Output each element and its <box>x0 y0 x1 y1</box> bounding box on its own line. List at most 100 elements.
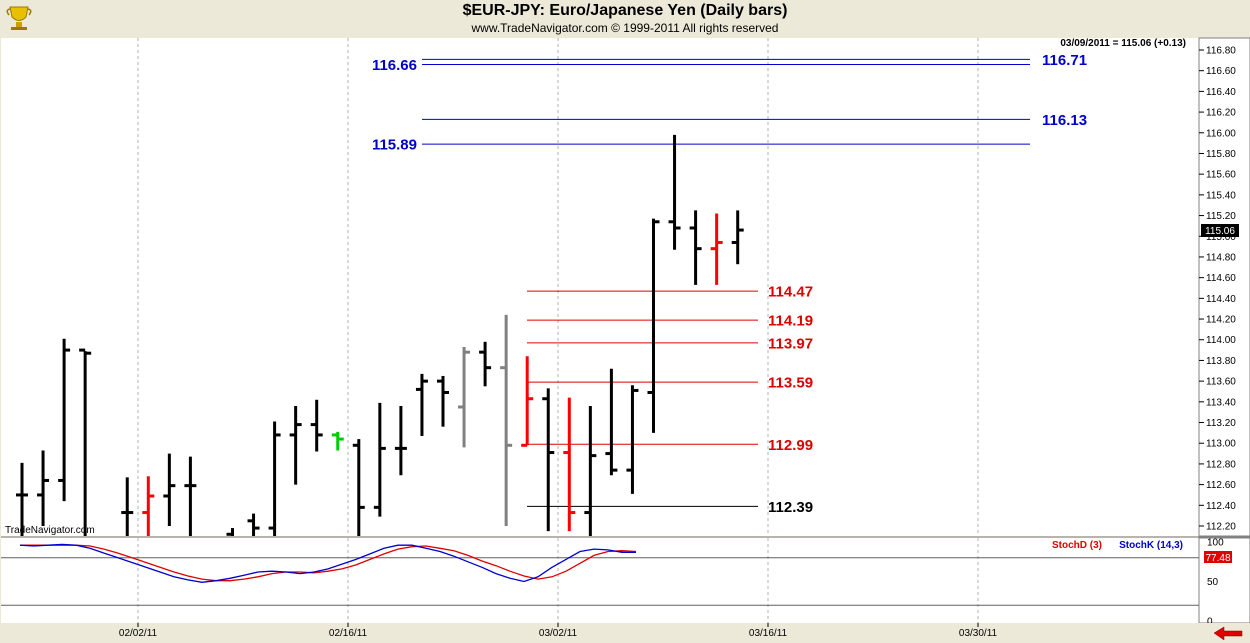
price-gridlines <box>137 38 979 536</box>
price-tick-label: 113.60 <box>1206 377 1236 388</box>
indicator-axis-ticks: 100 50 0 <box>1207 538 1224 628</box>
blue-level-label: 116.71 <box>1042 52 1087 69</box>
ohlc-bar <box>605 368 618 476</box>
ohlc-bar <box>58 338 71 502</box>
ohlc-bar <box>310 399 323 452</box>
blue-level-label: 116.13 <box>1042 112 1087 129</box>
price-tick-label: 112.80 <box>1206 459 1236 470</box>
ohlc-bar <box>142 476 155 536</box>
price-tick-label: 114.40 <box>1206 294 1236 305</box>
red-level-label: 112.99 <box>768 437 813 454</box>
price-tick-label: 116.20 <box>1206 108 1236 119</box>
ohlc-bar <box>521 356 534 447</box>
price-tick-label: 112.60 <box>1206 480 1236 491</box>
ohlc-bar <box>289 405 302 485</box>
stochd-legend: StochD (3) <box>1052 540 1102 551</box>
black-level-label: 112.39 <box>768 499 813 516</box>
price-tick-label: 116.40 <box>1206 87 1236 98</box>
price-tick-label: 114.80 <box>1206 252 1236 263</box>
price-tick-label: 116.60 <box>1206 66 1236 77</box>
ohlc-bar <box>16 462 28 536</box>
red-level-label: 113.97 <box>768 335 813 352</box>
price-tick-label: 113.20 <box>1206 418 1236 429</box>
stochk-line <box>19 543 636 583</box>
price-tick-label: 115.80 <box>1206 149 1236 160</box>
ohlc-bar <box>415 373 428 436</box>
ohlc-bar <box>268 421 281 536</box>
price-axis-ticks: 116.80 116.60 116.40 116.20 116.00 115.80 115.… <box>1199 46 1236 533</box>
ohlc-bar <box>37 450 50 526</box>
ohlc-bar <box>458 346 471 448</box>
ohlc-bar <box>373 402 386 517</box>
ohlc-bar <box>731 210 744 265</box>
ohlc-bar <box>563 397 576 532</box>
price-tick-label: 112.40 <box>1206 501 1236 512</box>
chart-title: $EUR-JPY: Euro/Japanese Yen (Daily bars) <box>462 2 788 19</box>
price-tick-label: 116.00 <box>1206 128 1236 139</box>
ohlc-bar <box>352 439 365 536</box>
blue-level-label: 116.66 <box>372 57 417 74</box>
ohlc-bar <box>500 314 513 526</box>
date-axis-strip <box>0 623 1250 643</box>
price-tick-label: 115.20 <box>1206 211 1236 222</box>
copyright-text: www.TradeNavigator.com © 1999-2011 All r… <box>471 21 779 35</box>
ohlc-bar <box>689 210 702 285</box>
trophy-logo-icon <box>6 6 32 30</box>
ohlc-bar <box>394 405 407 476</box>
price-tick-label: 113.40 <box>1206 397 1236 408</box>
stochk-legend: StochK (14,3) <box>1119 540 1183 551</box>
price-levels: 116.66 116.71 116.13 115.89 114.47 114.19 113.… <box>372 52 1087 516</box>
ohlc-bar <box>710 213 723 285</box>
ohlc-bar <box>668 134 681 250</box>
indicator-tick-label: 50 <box>1207 577 1219 588</box>
price-tick-label: 115.60 <box>1206 170 1236 181</box>
indicator-readout: 77.48 <box>1205 553 1230 564</box>
price-tick-label: 113.80 <box>1206 356 1236 367</box>
red-level-label: 114.19 <box>768 313 813 330</box>
date-tick-label: 02/16/11 <box>329 628 368 639</box>
ohlc-bar <box>584 405 597 536</box>
date-tick-label: 03/30/11 <box>959 628 998 639</box>
price-tick-label: 113.00 <box>1206 439 1236 450</box>
red-level-label: 113.59 <box>768 375 813 392</box>
ohlc-bar <box>163 453 176 526</box>
price-tick-label: 114.00 <box>1206 335 1236 346</box>
scroll-left-arrow-icon[interactable] <box>1213 626 1244 641</box>
date-tick-label: 03/16/11 <box>749 628 788 639</box>
indicator-panel <box>1 538 1199 623</box>
ohlc-bar <box>121 477 134 536</box>
ohlc-bar <box>247 513 260 536</box>
date-tick-label: 03/02/11 <box>539 628 578 639</box>
price-tick-label: 114.20 <box>1206 315 1236 326</box>
indicator-tick-label: 0 <box>1207 617 1213 628</box>
price-tick-label: 115.00 <box>1206 232 1236 243</box>
status-readout: 03/09/2011 = 115.06 (+0.13) <box>1060 38 1186 49</box>
ohlc-bar <box>647 218 660 433</box>
last-price-box <box>1201 224 1239 237</box>
ohlc-bar <box>542 388 555 532</box>
ohlc-bars <box>16 134 744 536</box>
ohlc-bar <box>331 431 344 451</box>
chart-header: $EUR-JPY: Euro/Japanese Yen (Daily bars)… <box>0 0 1250 37</box>
indicator-readout-box <box>1204 551 1232 563</box>
ohlc-bar <box>226 528 234 536</box>
date-axis-labels: 02/02/11 02/16/11 03/02/11 03/16/11 03/30/11 <box>119 623 998 639</box>
price-tick-label: 114.60 <box>1206 273 1236 284</box>
date-tick-label: 02/02/11 <box>119 628 158 639</box>
last-price-tag: 115.06 <box>1205 226 1235 237</box>
red-level-label: 114.47 <box>768 284 813 301</box>
ohlc-bar <box>479 341 492 387</box>
price-panel <box>1 38 1199 536</box>
price-tick-label: 112.20 <box>1206 522 1236 533</box>
blue-level-label: 115.89 <box>372 137 417 154</box>
price-tick-label: 115.40 <box>1206 190 1236 201</box>
price-axis-panel <box>1198 37 1250 537</box>
price-tick-label: 116.80 <box>1206 46 1236 57</box>
ohlc-bar <box>184 456 197 536</box>
ohlc-bar <box>79 348 92 536</box>
ohlc-bar <box>437 375 449 427</box>
indicator-tick-label: 100 <box>1207 538 1224 549</box>
watermark: TradeNavigator.com <box>5 525 95 536</box>
indicator-gridlines <box>1 538 1199 623</box>
